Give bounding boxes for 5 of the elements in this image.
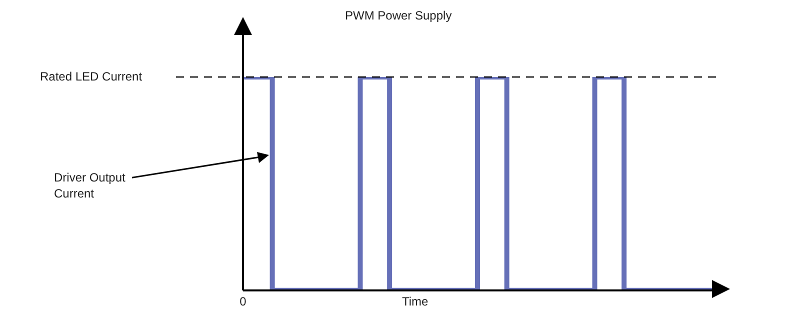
text: 0 (240, 294, 247, 309)
chart-title: PWM Power Supply (345, 8, 452, 22)
ref-line-label: Rated LED Current (40, 69, 143, 84)
x-axis-title: Time (402, 294, 429, 309)
text: Driver Output Current (54, 170, 126, 200)
